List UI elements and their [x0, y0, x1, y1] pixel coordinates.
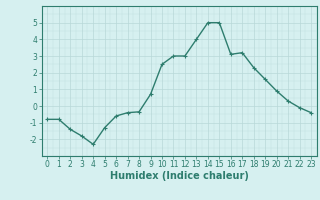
X-axis label: Humidex (Indice chaleur): Humidex (Indice chaleur): [110, 171, 249, 181]
